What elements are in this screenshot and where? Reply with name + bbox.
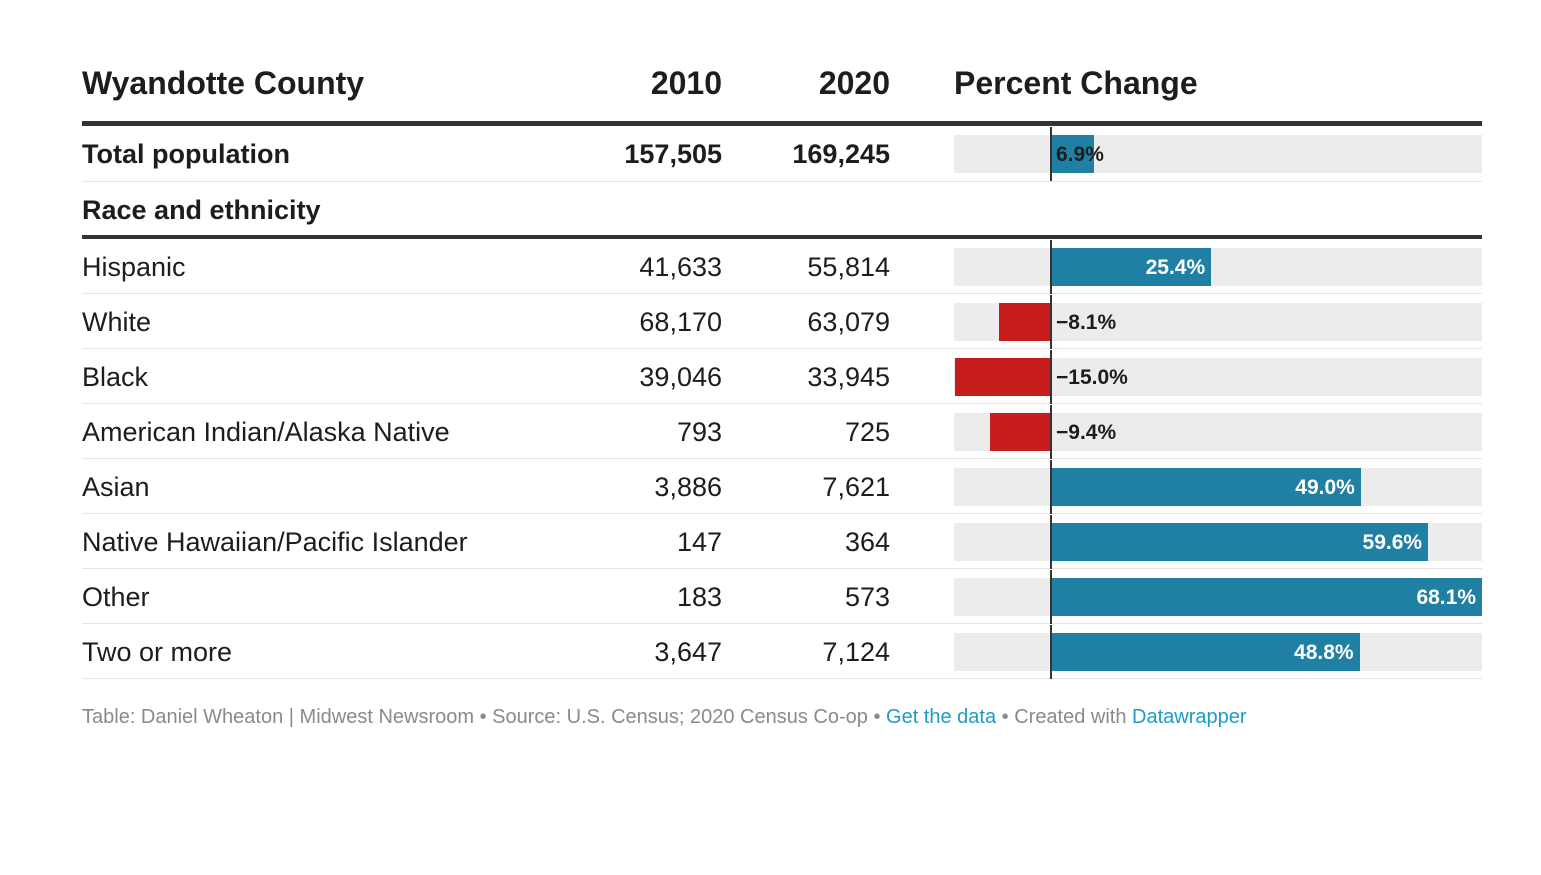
value-2010: 3,647: [654, 637, 722, 667]
bar-track: 49.0%: [954, 460, 1482, 514]
table-title: Wyandotte County: [82, 65, 365, 101]
change-value-label: 25.4%: [1145, 256, 1206, 279]
change-bar-positive: [1050, 135, 1094, 173]
change-bar-positive: [1050, 578, 1482, 616]
change-value-label: 6.9%: [1056, 143, 1104, 166]
column-header-2010: 2010: [650, 65, 722, 101]
change-value-label: 49.0%: [1295, 476, 1355, 499]
value-2020: 7,621: [822, 472, 890, 502]
row-label: American Indian/Alaska Native: [82, 417, 450, 447]
value-2020: 573: [844, 582, 890, 612]
footer-created-text: • Created with: [996, 706, 1133, 728]
change-value-label: −9.4%: [1056, 421, 1117, 444]
change-value-label: −8.1%: [1056, 311, 1117, 334]
table-row: Black 39,046 33,945 −15.0%: [82, 349, 1482, 404]
table-row: Other 183 573 68.1%: [82, 569, 1482, 624]
value-2020: 63,079: [807, 307, 890, 337]
bar-track: 48.8%: [954, 625, 1482, 679]
table-row: Total population 157,505 169,245 6.9%: [82, 126, 1482, 182]
table-header: Wyandotte County 2010 2020 Percent Chang…: [82, 55, 1482, 126]
row-label: Total population: [82, 139, 290, 169]
change-bar-negative: [954, 358, 1050, 396]
get-the-data-link[interactable]: Get the data: [886, 706, 997, 728]
zero-axis-line: [1050, 405, 1052, 459]
table-body: Total population 157,505 169,245 6.9% Race a…: [82, 126, 1482, 679]
value-2010: 157,505: [624, 139, 722, 169]
column-header-percent-change: Percent Change: [954, 65, 1198, 101]
change-bar-negative: [990, 413, 1050, 451]
value-2010: 39,046: [639, 362, 722, 392]
group-header-row: Race and ethnicity: [82, 182, 1482, 239]
zero-axis-line: [1050, 625, 1052, 679]
bar-track: −15.0%: [954, 350, 1482, 404]
change-value-label: −15.0%: [1056, 366, 1128, 389]
row-label: Two or more: [82, 637, 233, 667]
table-row: White 68,170 63,079 −8.1%: [82, 294, 1482, 349]
table-row: Hispanic 41,633 55,814 25.4%: [82, 239, 1482, 294]
change-value-label: 59.6%: [1362, 531, 1423, 554]
footer-credits: Table: Daniel Wheaton | Midwest Newsroom…: [82, 706, 1247, 729]
row-label: Black: [82, 362, 149, 392]
value-2020: 55,814: [807, 252, 890, 282]
bar-track: 25.4%: [954, 240, 1482, 294]
bar-track: −8.1%: [954, 295, 1482, 349]
change-value-label: 48.8%: [1294, 641, 1354, 664]
value-2010: 183: [676, 582, 722, 612]
bar-track: 68.1%: [954, 570, 1482, 624]
change-bar-positive: [1050, 633, 1360, 671]
value-2020: 33,945: [807, 362, 890, 392]
value-2020: 7,124: [822, 637, 890, 667]
zero-axis-line: [1050, 350, 1052, 404]
zero-axis-line: [1050, 127, 1052, 181]
row-label: Asian: [82, 472, 150, 502]
zero-axis-line: [1050, 570, 1052, 624]
table-row: American Indian/Alaska Native 793 725 −9.4%: [82, 404, 1482, 459]
change-bar-positive: [1050, 523, 1429, 561]
value-2010: 68,170: [639, 307, 722, 337]
row-label: Native Hawaiian/Pacific Islander: [82, 527, 468, 557]
value-2010: 41,633: [639, 252, 722, 282]
zero-axis-line: [1050, 460, 1052, 514]
datawrapper-link[interactable]: Datawrapper: [1132, 706, 1247, 728]
value-2010: 3,886: [654, 472, 722, 502]
column-header-2020: 2020: [818, 65, 890, 101]
zero-axis-line: [1050, 515, 1052, 569]
value-2020: 364: [844, 527, 890, 557]
change-bar-positive: [1050, 248, 1212, 286]
value-2010: 147: [676, 527, 722, 557]
row-label: Hispanic: [82, 252, 186, 282]
bar-track: 59.6%: [954, 515, 1482, 569]
change-bar-positive: [1050, 468, 1361, 506]
change-value-label: 68.1%: [1416, 586, 1476, 609]
footer-source-text: Table: Daniel Wheaton | Midwest Newsroom…: [82, 706, 887, 728]
change-bar-negative: [998, 303, 1050, 341]
row-label: White: [82, 307, 152, 337]
value-2020: 169,245: [792, 139, 890, 169]
value-2010: 793: [676, 417, 722, 447]
data-table: Wyandotte County 2010 2020 Percent Chang…: [82, 55, 1482, 679]
table-row: Asian 3,886 7,621 49.0%: [82, 459, 1482, 514]
bar-track: 6.9%: [954, 127, 1482, 181]
table-row: Two or more 3,647 7,124 48.8%: [82, 624, 1482, 679]
zero-axis-line: [1050, 240, 1052, 294]
row-label: Other: [82, 582, 150, 612]
value-2020: 725: [844, 417, 890, 447]
zero-axis-line: [1050, 295, 1052, 349]
bar-track: −9.4%: [954, 405, 1482, 459]
group-label: Race and ethnicity: [82, 195, 321, 225]
table-row: Native Hawaiian/Pacific Islander 147 364 59…: [82, 514, 1482, 569]
